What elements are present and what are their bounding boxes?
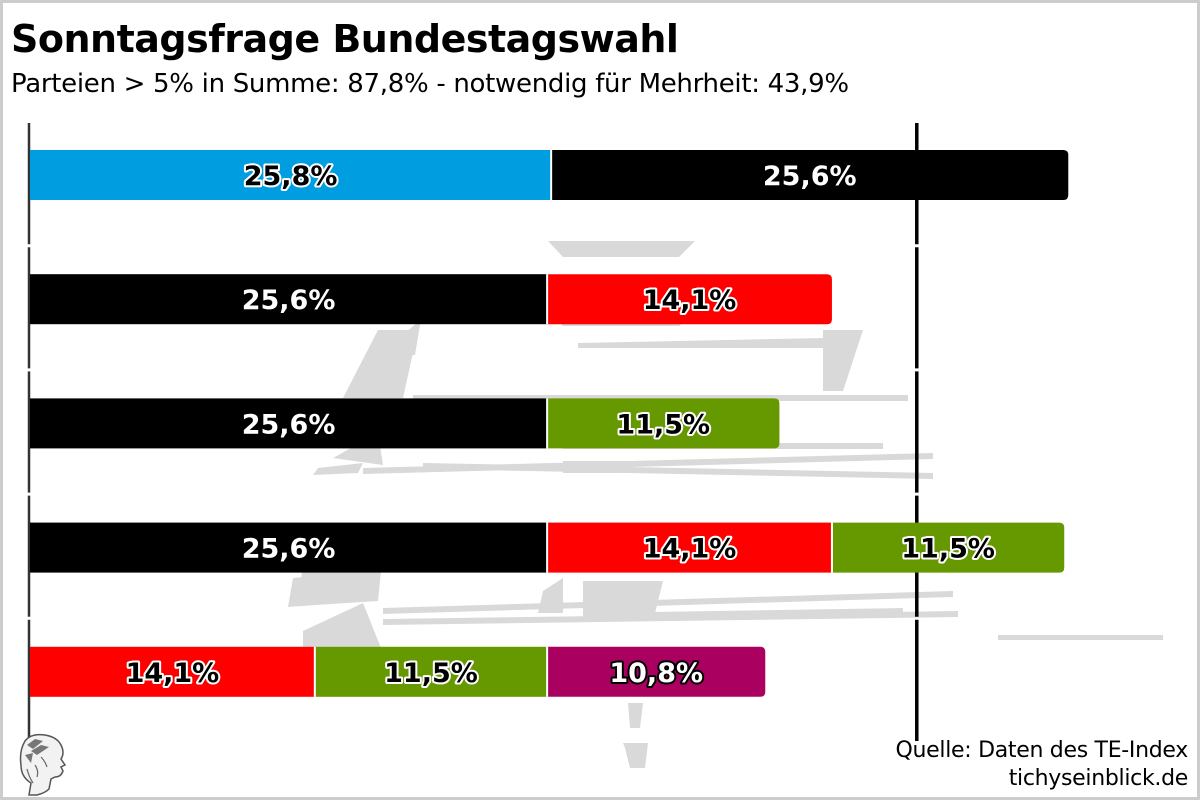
site-line: tichyseinblick.de xyxy=(1008,766,1189,791)
bar-segment xyxy=(30,522,548,573)
bar-row-2: 25,6% 14,1% xyxy=(30,274,832,325)
bar-segment xyxy=(547,522,832,573)
bar-segment xyxy=(547,274,832,325)
bar-value-label: 14,1% xyxy=(126,658,220,689)
bar-segment xyxy=(30,150,552,200)
bar-value-label: 14,1% xyxy=(643,285,737,316)
bar-row-4: 25,6% 14,1% 11,5% xyxy=(30,522,1065,573)
source-line: Quelle: Daten des TE-Index xyxy=(895,738,1189,763)
bar-row-3: 25,6% 11,5% xyxy=(30,398,780,449)
bar-group: 25,8% 25,6% 25,6% 14,1% 25,6% 11,5% 25,6% 14,1%… xyxy=(30,150,1069,697)
bar-value-label: 11,5% xyxy=(384,658,478,689)
bar-value-label: 25,8% xyxy=(244,161,338,192)
bar-value-label: 25,6% xyxy=(242,534,336,565)
bar-segment xyxy=(547,646,766,697)
bar-segment xyxy=(551,150,1069,200)
chart-subtitle: Parteien > 5% in Summe: 87,8% - notwendi… xyxy=(11,69,849,99)
chart-title: Sonntagsfrage Bundestagswahl xyxy=(11,17,679,61)
bar-segment xyxy=(831,522,1065,573)
source-credit: Quelle: Daten des TE-Index tichyseinblic… xyxy=(895,737,1189,793)
bar-segment xyxy=(547,398,780,449)
bar-value-label: 25,6% xyxy=(242,409,336,440)
bar-value-label: 10,8% xyxy=(609,658,703,689)
bar-value-label: 11,5% xyxy=(901,534,995,565)
bar-row-5: 14,1% 11,5% 10,8% xyxy=(30,646,766,697)
bar-segment xyxy=(314,646,548,697)
bar-value-label: 25,6% xyxy=(763,161,857,192)
bar-value-label: 14,1% xyxy=(643,534,737,565)
bar-segment xyxy=(30,646,315,697)
bar-segment xyxy=(30,274,548,325)
bar-value-label: 25,6% xyxy=(242,285,336,316)
bar-row-1: 25,8% 25,6% xyxy=(30,150,1069,200)
hermes-head-logo-icon xyxy=(11,731,71,797)
chart-plot: 25,8% 25,6% 25,6% 14,1% 25,6% 11,5% 25,6% 14,1%… xyxy=(27,123,1163,768)
bar-segment xyxy=(30,398,548,449)
bar-value-label: 11,5% xyxy=(616,409,710,440)
